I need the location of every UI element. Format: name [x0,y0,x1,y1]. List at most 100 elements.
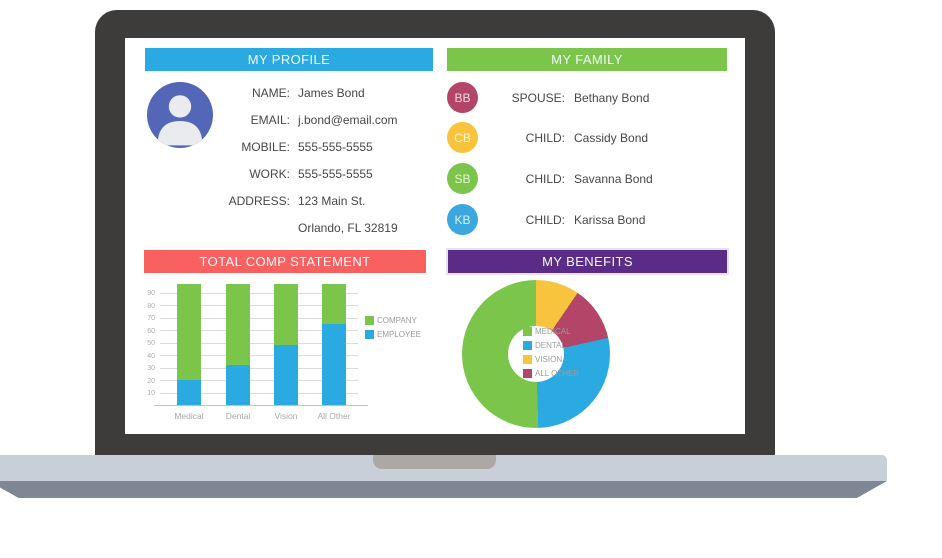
bar-chart-category-label: Vision [274,411,298,421]
legend-label: DENTAL [535,340,566,350]
laptop-base-edge [0,481,887,498]
family-member-relation-label: CHILD: [525,212,565,227]
legend-swatch [523,368,532,378]
legend-swatch [523,340,532,350]
profile-field-label: MOBILE: [241,139,290,154]
family-member-row: CB CHILD: Cassidy Bond [447,122,648,153]
profile-field-row: NAME: James Bond [145,79,435,106]
legend-label: ALL OTHER [535,368,580,378]
legend-swatch [365,315,374,325]
profile-avatar [147,82,213,148]
bar-chart-gridline [160,392,358,394]
profile-field-value: 555-555-5555 [298,139,373,154]
family-member-row: BB SPOUSE: Bethany Bond [447,82,649,113]
bar-chart-ytick-label: 80 [147,302,155,310]
legend-item: COMPANY [365,313,421,327]
family-member-relation-label: CHILD: [525,171,565,186]
family-member-name: Karissa Bond [574,212,646,227]
my-benefits-header: MY BENEFITS [448,250,727,273]
benefits-legend: MEDICAL DENTAL VISION ALL OTHER [523,324,579,380]
bar-segment-company [274,283,298,345]
benefits-donut-chart [462,280,610,428]
bar-chart-ytick-label: 70 [147,315,155,322]
bar-chart-ytick-label: 50 [147,340,155,347]
bar-chart-ytick-label: 40 [147,352,155,360]
bar-segment-company [177,283,201,380]
legend-item: VISION [523,352,579,366]
laptop-hinge-notch [373,455,496,469]
bar-chart-gridline [160,292,358,294]
profile-field-value: James Bond [298,85,365,100]
bar-segment-company [322,283,346,324]
my-profile-header: MY PROFILE [145,48,433,71]
legend-item: EMPLOYEE [365,327,421,341]
bar-chart-gridline [160,342,358,344]
bar-chart-category-label: Medical [174,411,204,421]
bar-chart-ytick-label: 30 [147,365,155,372]
profile-field-label: NAME: [251,85,290,100]
legend-label: VISION [535,354,563,364]
family-member-relation-label: CHILD: [525,130,565,145]
bar-chart-bar [322,283,346,405]
profile-field-row: WORK: 555-555-5555 [145,160,435,187]
profile-field-label: WORK: [249,166,290,181]
bar-chart-axis-line [154,405,368,406]
family-member-initials-badge: KB [447,204,478,235]
family-member-initials-badge: BB [447,82,478,113]
comp-chart-legend: COMPANY EMPLOYEE [365,313,421,341]
profile-field-label: ADDRESS: [228,193,290,208]
profile-field-row: Orlando, FL 32819 [145,214,435,241]
legend-item: MEDICAL [523,324,579,338]
family-member-initials-badge: CB [447,122,478,153]
bar-segment-company [226,283,250,365]
family-member-name: Savanna Bond [574,171,653,186]
profile-field-row: MOBILE: 555-555-5555 [145,133,435,160]
bar-chart-category-label: Dental [225,411,251,421]
profile-field-value: 555-555-5555 [298,166,373,181]
legend-swatch [365,329,374,339]
person-silhouette-icon [157,95,203,146]
bar-segment-employee [322,323,346,405]
bar-chart-ytick-label: 60 [147,327,155,335]
bar-chart-ytick-label: 10 [147,390,155,397]
my-family-header: MY FAMILY [447,48,727,71]
bar-chart-gridline [160,330,358,331]
bar-chart-ytick-label: 20 [147,377,155,385]
family-member-row: SB CHILD: Savanna Bond [447,163,653,194]
legend-swatch [523,354,532,364]
legend-item: ALL OTHER [523,366,579,380]
profile-field-value: 123 Main St. [298,193,366,208]
profile-field-value: j.bond@email.com [298,112,398,127]
profile-field-value: Orlando, FL 32819 [298,220,398,235]
legend-label: COMPANY [377,315,417,325]
bar-chart-gridline [160,355,358,356]
bar-chart-ytick-label: 90 [147,290,155,297]
bar-chart-bar [226,283,250,405]
family-member-row: KB CHILD: Karissa Bond [447,204,645,235]
bar-chart-gridline [160,305,358,306]
bar-chart-category-label: All Other [317,411,351,421]
total-comp-bar-chart: 10 20 30 40 50 60 70 80 90 Medical Dental Vision All… [147,281,421,421]
bar-segment-employee [226,365,250,405]
family-member-name: Bethany Bond [574,90,650,105]
bar-segment-employee [274,345,298,405]
legend-label: MEDICAL [535,326,571,336]
profile-field-label: EMAIL: [250,112,290,127]
profile-field-row: EMAIL: j.bond@email.com [145,106,435,133]
bar-chart-bar [274,283,298,405]
bar-chart-gridline [160,317,358,319]
laptop-screen: MY PROFILE MY FAMILY TOTAL COMP STATEMEN… [125,38,745,434]
legend-swatch [523,326,532,336]
family-member-relation-label: SPOUSE: [511,90,565,105]
total-comp-statement-header: TOTAL COMP STATEMENT [144,250,426,273]
bar-chart-gridline [160,380,358,381]
bar-chart-bar [177,283,201,405]
family-member-initials-badge: SB [447,163,478,194]
profile-field-row: ADDRESS: 123 Main St. [145,187,435,214]
bar-chart-gridline [160,367,358,369]
bar-segment-employee [177,380,201,405]
profile-fields: NAME: James Bond EMAIL: j.bond@email.com MOB… [145,79,435,241]
legend-label: EMPLOYEE [377,329,422,339]
family-member-name: Cassidy Bond [574,130,649,145]
